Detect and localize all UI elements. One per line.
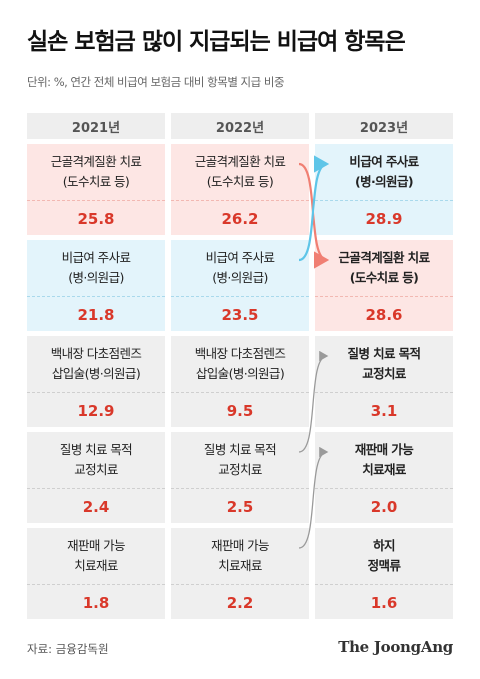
- item-label-line1: 재판매 가능: [211, 538, 269, 553]
- item-value: 2.4: [27, 488, 165, 524]
- item-label-line1: 근골격계질환 치료: [50, 154, 142, 169]
- item-label-line1: 백내장 다초점렌즈: [50, 346, 142, 361]
- rank-cell: 근골격계질환 치료 (도수치료 등) 28.6: [315, 240, 453, 331]
- item-label: 비급여 주사료 (병·의원급): [315, 144, 453, 200]
- item-label-line1: 하지: [373, 538, 395, 553]
- rank-cell: 질병 치료 목적 교정치료 3.1: [315, 336, 453, 427]
- item-value: 26.2: [171, 200, 309, 236]
- item-label-line1: 재판매 가능: [354, 442, 414, 457]
- item-label-line2: 치료재료: [362, 462, 406, 477]
- rank-cell: 근골격계질환 치료 (도수치료 등) 26.2: [171, 144, 309, 235]
- publisher-logo: The JoongAng: [338, 638, 453, 656]
- year-header-1: 2022년: [171, 113, 309, 139]
- item-label: 근골격계질환 치료 (도수치료 등): [27, 144, 165, 200]
- item-label-line2: (도수치료 등): [62, 174, 130, 189]
- item-label-line1: 비급여 주사료: [61, 250, 131, 265]
- item-label-line2: 삽입술(병·의원급): [195, 366, 285, 381]
- item-label-line1: 비급여 주사료: [349, 154, 419, 169]
- item-value: 28.6: [315, 296, 453, 332]
- source-note: 자료: 금융감독원: [27, 642, 109, 656]
- item-label-line2: 치료재료: [74, 558, 118, 573]
- item-label-line2: (도수치료 등): [349, 270, 419, 285]
- item-label-line2: 교정치료: [218, 462, 262, 477]
- item-label-line2: (병·의원급): [355, 174, 414, 189]
- item-value: 12.9: [27, 392, 165, 428]
- item-value: 25.8: [27, 200, 165, 236]
- rank-cell: 비급여 주사료 (병·의원급) 28.9: [315, 144, 453, 235]
- item-label-line1: 질병 치료 목적: [59, 442, 133, 457]
- rank-cell: 비급여 주사료 (병·의원급) 23.5: [171, 240, 309, 331]
- rank-cell: 질병 치료 목적 교정치료 2.4: [27, 432, 165, 523]
- item-label: 근골격계질환 치료 (도수치료 등): [315, 240, 453, 296]
- item-value: 1.8: [27, 584, 165, 620]
- item-label-line2: 삽입술(병·의원급): [51, 366, 141, 381]
- item-value: 2.5: [171, 488, 309, 524]
- item-value: 2.0: [315, 488, 453, 524]
- rank-cell: 하지 정맥류 1.6: [315, 528, 453, 619]
- item-label: 근골격계질환 치료 (도수치료 등): [171, 144, 309, 200]
- rank-cell: 재판매 가능 치료재료 1.8: [27, 528, 165, 619]
- item-value: 28.9: [315, 200, 453, 236]
- item-label-line1: 비급여 주사료: [205, 250, 275, 265]
- item-label-line1: 질병 치료 목적: [347, 346, 422, 361]
- item-value: 21.8: [27, 296, 165, 332]
- item-label-line2: (병·의원급): [68, 270, 124, 285]
- rank-cell: 질병 치료 목적 교정치료 2.5: [171, 432, 309, 523]
- rank-cell: 근골격계질환 치료 (도수치료 등) 25.8: [27, 144, 165, 235]
- item-value: 3.1: [315, 392, 453, 428]
- item-label-line1: 근골격계질환 치료: [338, 250, 431, 265]
- rank-cell: 백내장 다초점렌즈 삽입술(병·의원급) 9.5: [171, 336, 309, 427]
- item-label-line1: 재판매 가능: [67, 538, 125, 553]
- item-label-line2: 정맥류: [367, 558, 401, 573]
- item-value: 9.5: [171, 392, 309, 428]
- item-label-line2: (도수치료 등): [206, 174, 274, 189]
- item-label-line2: 교정치료: [362, 366, 406, 381]
- rank-cell: 재판매 가능 치료재료 2.2: [171, 528, 309, 619]
- year-header-0: 2021년: [27, 113, 165, 139]
- item-value: 1.6: [315, 584, 453, 620]
- item-label: 비급여 주사료 (병·의원급): [27, 240, 165, 296]
- item-label-line1: 백내장 다초점렌즈: [194, 346, 286, 361]
- rank-cell: 백내장 다초점렌즈 삽입술(병·의원급) 12.9: [27, 336, 165, 427]
- item-label-line2: 교정치료: [74, 462, 118, 477]
- item-label-line2: 치료재료: [218, 558, 262, 573]
- item-value: 2.2: [171, 584, 309, 620]
- item-value: 23.5: [171, 296, 309, 332]
- year-header-2: 2023년: [315, 113, 453, 139]
- rank-cell: 재판매 가능 치료재료 2.0: [315, 432, 453, 523]
- item-label: 비급여 주사료 (병·의원급): [171, 240, 309, 296]
- item-label-line1: 질병 치료 목적: [203, 442, 277, 457]
- item-label-line2: (병·의원급): [212, 270, 268, 285]
- item-label-line1: 근골격계질환 치료: [194, 154, 286, 169]
- page-title: 실손 보험금 많이 지급되는 비급여 항목은: [27, 29, 406, 55]
- rank-cell: 비급여 주사료 (병·의원급) 21.8: [27, 240, 165, 331]
- chart-subtitle: 단위: %, 연간 전체 비급여 보험금 대비 항목별 지급 비중: [27, 75, 285, 89]
